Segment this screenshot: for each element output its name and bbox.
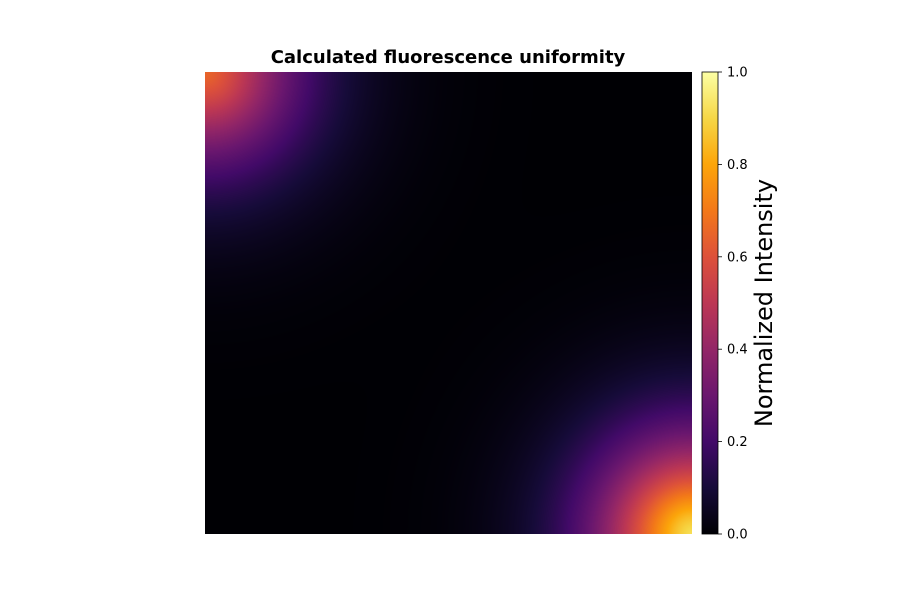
colorbar-tick-label: 0.6: [727, 250, 748, 265]
colorbar-tick-label: 1.0: [727, 66, 748, 81]
chart-title: Calculated fluorescence uniformity: [271, 47, 626, 68]
colorbar-tick-label: 0.8: [727, 158, 748, 173]
colorbar: 0.0 0.2 0.4 0.6 0.8 1.0 Normalized Intensity: [701, 66, 778, 543]
colorbar-frame: [701, 71, 719, 535]
colorbar-tick-label: 0.2: [727, 435, 748, 450]
heatmap-image: [205, 72, 692, 534]
colorbar-ticks: 0.0 0.2 0.4 0.6 0.8 1.0: [718, 66, 748, 543]
colorbar-label: Normalized Intensity: [750, 179, 778, 427]
colorbar-gradient: [702, 72, 718, 534]
colorbar-tick-label: 0.4: [727, 343, 748, 358]
colorbar-tick-label: 0.0: [727, 528, 748, 543]
